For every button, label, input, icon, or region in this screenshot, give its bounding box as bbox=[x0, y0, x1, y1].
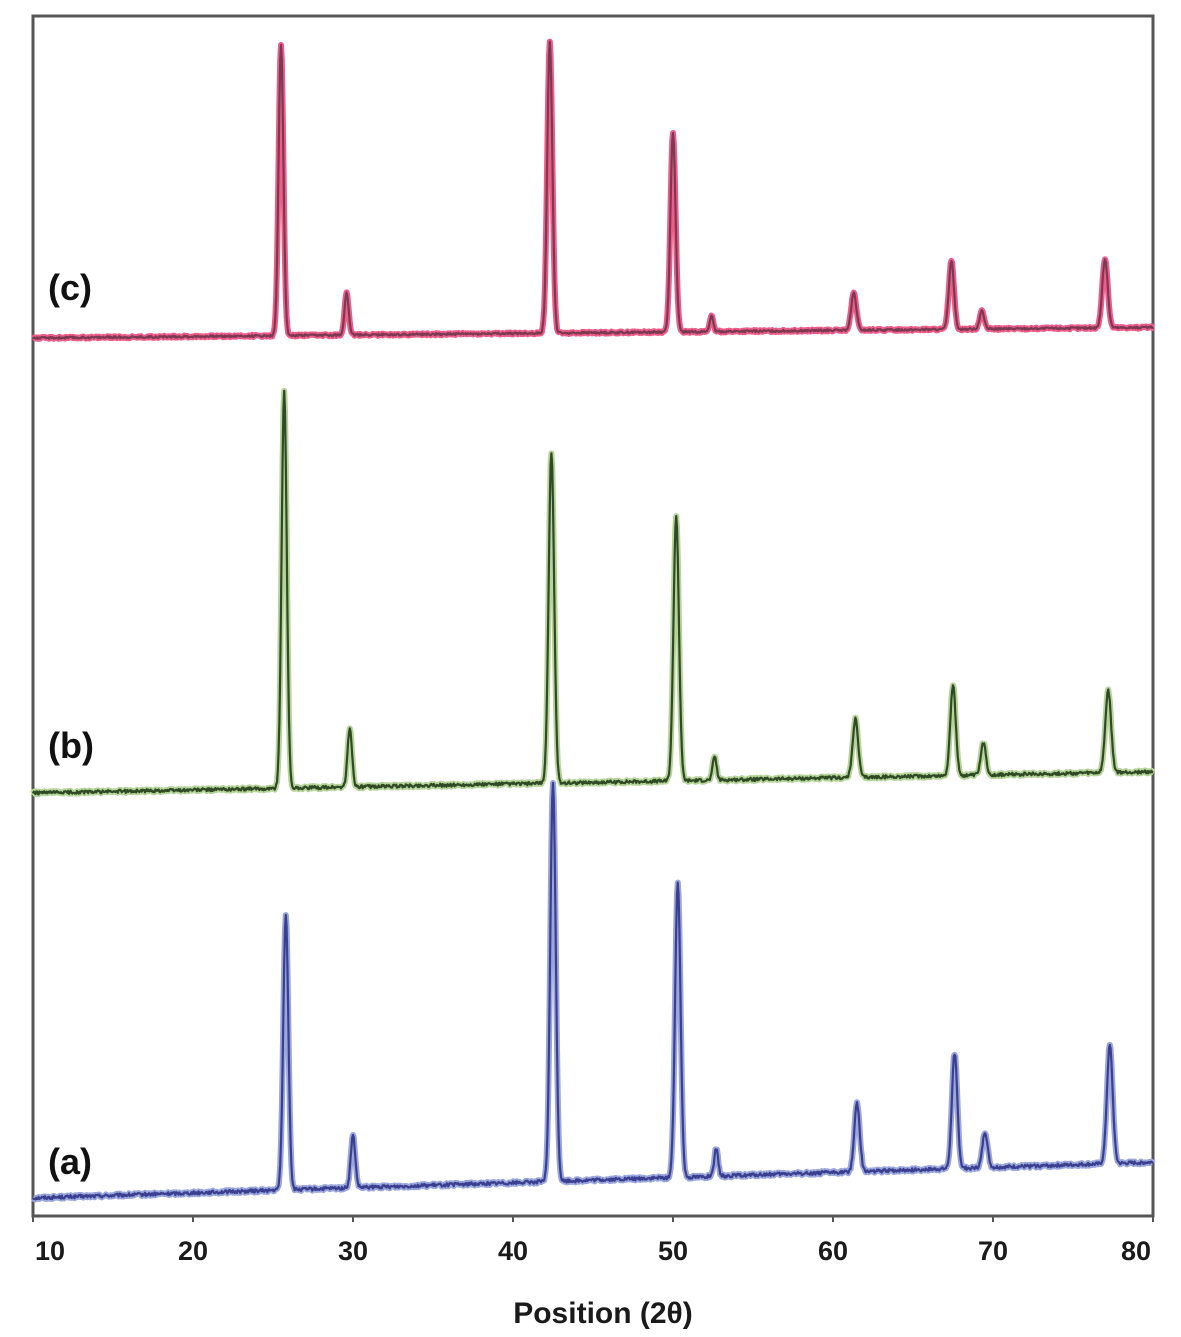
x-tick-label: 30 bbox=[338, 1236, 368, 1266]
x-axis-title: Position (2θ) bbox=[513, 1297, 693, 1330]
plot-area-frame bbox=[31, 14, 1155, 1218]
series-layer bbox=[30, 38, 1156, 1203]
x-tick-label: 70 bbox=[978, 1236, 1008, 1266]
series-label-b: (b) bbox=[48, 725, 94, 766]
x-tick-label: 10 bbox=[35, 1236, 65, 1266]
series-line-c bbox=[32, 40, 1154, 341]
x-tick-label: 50 bbox=[658, 1236, 688, 1266]
x-tick-label: 60 bbox=[818, 1236, 848, 1266]
x-tick-label: 40 bbox=[498, 1236, 528, 1266]
x-tick-label: 20 bbox=[178, 1236, 208, 1266]
series-line-a bbox=[32, 781, 1154, 1201]
x-tick-label: 80 bbox=[1121, 1236, 1151, 1266]
series-label-a: (a) bbox=[48, 1141, 92, 1182]
series-labels: (a) (b) (c) bbox=[48, 267, 94, 1182]
series-label-c: (c) bbox=[48, 267, 92, 308]
series-line-b bbox=[32, 389, 1154, 796]
x-axis-ticks: 10 20 30 40 50 60 70 80 bbox=[32, 1216, 1154, 1266]
